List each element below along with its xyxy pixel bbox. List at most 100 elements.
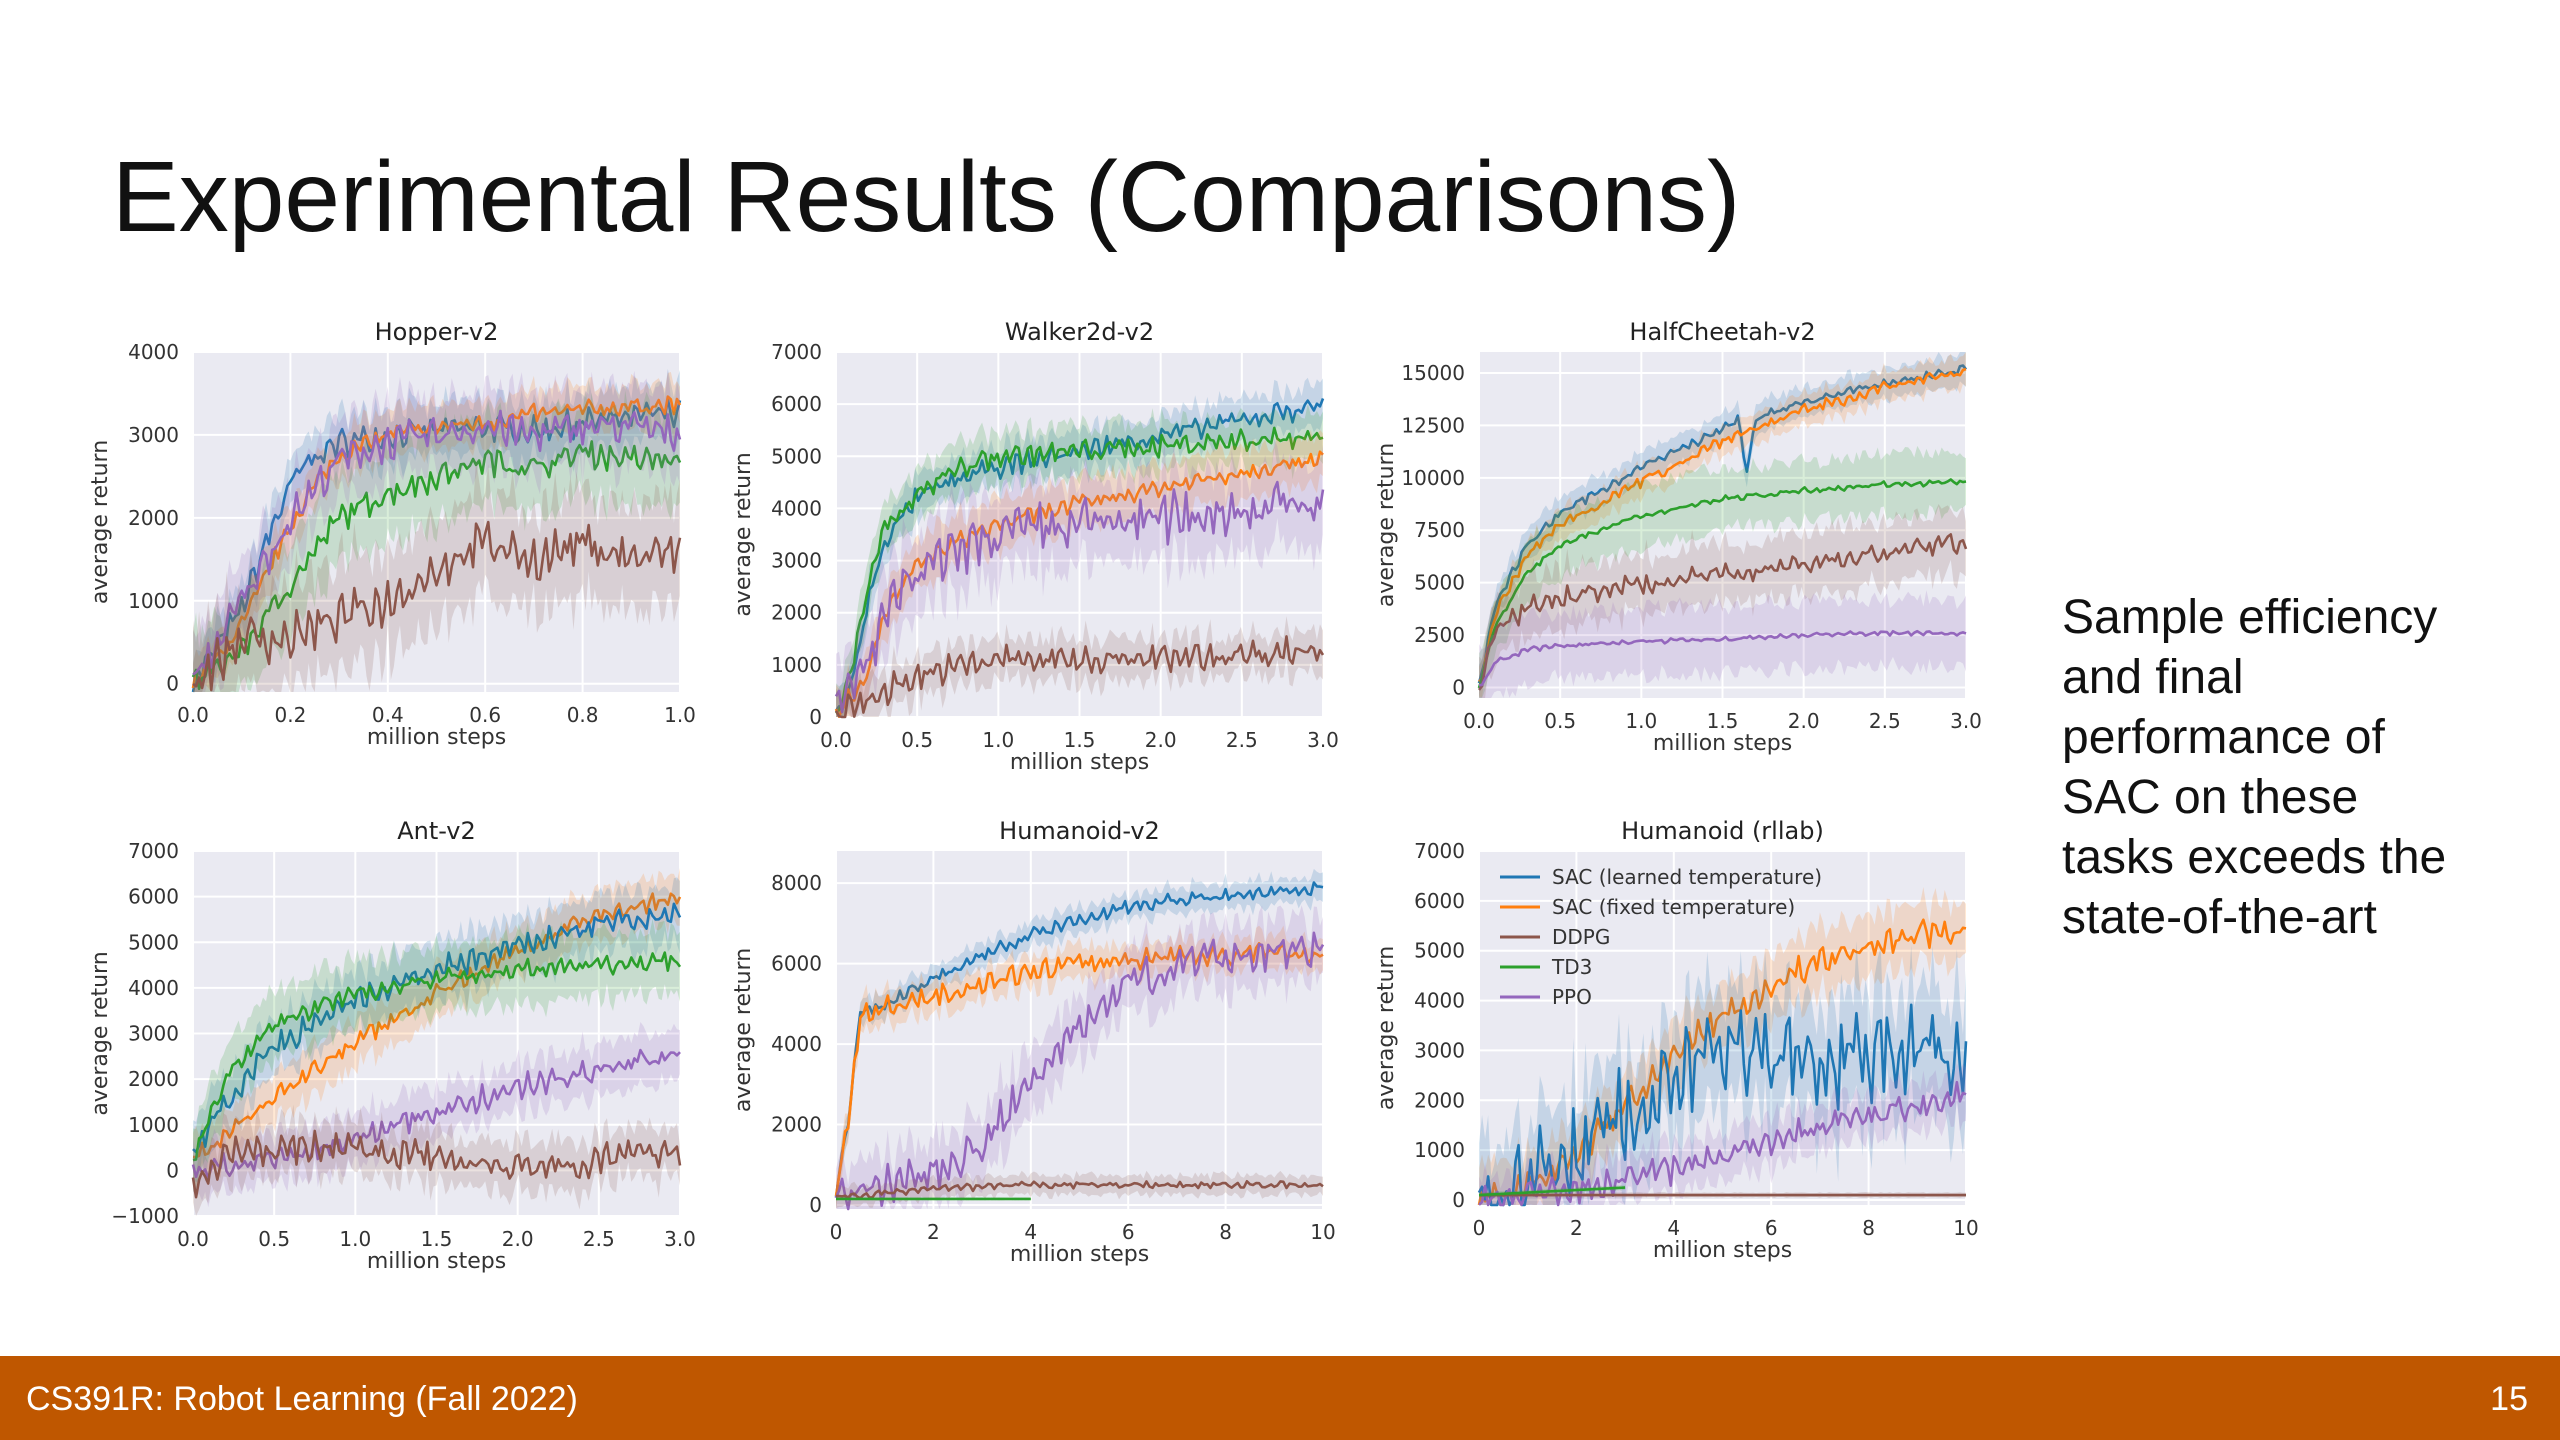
x-tick-label: 0.2 [274, 703, 306, 727]
x-tick-label: 2 [927, 1220, 940, 1244]
y-tick-label: 4000 [1414, 989, 1465, 1013]
x-tick-label: 0.0 [1463, 709, 1495, 733]
y-tick-label: 2000 [128, 506, 179, 530]
x-tick-label: 0 [1473, 1216, 1486, 1240]
footer-bar: CS391R: Robot Learning (Fall 2022) 15 [0, 1356, 2560, 1440]
series-line-ddpg [834, 635, 1325, 719]
band-sac-learned [836, 868, 1323, 1209]
band-ppo [1479, 590, 1966, 698]
x-axis-label: million steps [367, 1249, 506, 1274]
legend-label-sac-fixed: SAC (fixed temperature) [1552, 895, 1795, 919]
y-tick-label: 6000 [1414, 889, 1465, 913]
y-axis-label: average return [731, 948, 756, 1112]
charts-grid: Hopper-v20.0 0.2 0.4 0.6 0.8 1.00100020003000… [88, 318, 1982, 1274]
legend-label-ddpg: DDPG [1552, 925, 1610, 949]
y-tick-label: 2500 [1414, 623, 1465, 647]
x-tick-label: 8 [1219, 1220, 1232, 1244]
chart-title: Ant-v2 [397, 817, 476, 845]
y-tick-label: 3000 [128, 423, 179, 447]
series-line-sac-fixed [1478, 367, 1967, 683]
x-tick-label: 8 [1862, 1216, 1875, 1240]
y-axis-label: average return [1374, 946, 1399, 1110]
y-tick-label: 1000 [1414, 1138, 1465, 1162]
footer-course-name: CS391R: Robot Learning (Fall 2022) [26, 1380, 578, 1418]
y-tick-label: 1000 [771, 653, 822, 677]
series-line-td3 [191, 440, 682, 691]
x-tick-label: 10 [1310, 1220, 1335, 1244]
x-tick-label: 1.0 [664, 703, 696, 727]
band-sac-learned [193, 877, 680, 1183]
band-td3 [193, 918, 680, 1192]
band-sac-fixed [193, 868, 680, 1189]
series-line-sac-learned [834, 881, 1324, 1198]
band-ppo [193, 369, 680, 692]
y-tick-label: 0 [1452, 676, 1465, 700]
y-tick-label: 7000 [128, 839, 179, 863]
chart-halfcheetah-v2: HalfCheetah-v2 0.0 0.5 1.0 1.5 2.0 2.5 3.0 0 2500… [1374, 318, 1982, 756]
y-tick-label: 3000 [771, 549, 822, 573]
band-ddpg [1479, 504, 1966, 698]
chart-title: Walker2d-v2 [1005, 318, 1154, 346]
y-tick-label: 7000 [1414, 839, 1465, 863]
chart-title: Hopper-v2 [375, 318, 499, 346]
y-tick-label: −1000 [111, 1204, 179, 1228]
band-ppo [836, 438, 1323, 717]
series-line-td3 [1477, 478, 1967, 689]
x-tick-label: 6 [1765, 1216, 1778, 1240]
y-tick-label: 5000 [771, 444, 822, 468]
x-tick-label: 1.0 [339, 1227, 371, 1251]
y-tick-label: 4000 [771, 1032, 822, 1056]
y-tick-label: 5000 [1414, 939, 1465, 963]
band-ppo [836, 905, 1323, 1209]
x-axis-label: million steps [1653, 1238, 1792, 1263]
y-axis-label: average return [88, 951, 113, 1115]
x-axis-label: million steps [367, 725, 506, 750]
y-tick-label: 3000 [128, 1022, 179, 1046]
series-line-sac-fixed [192, 892, 682, 1159]
series-line-ddpg [835, 1179, 1324, 1200]
x-tick-label: 2.5 [1869, 709, 1901, 733]
series-line-ppo [192, 409, 682, 676]
band-sac-fixed [836, 429, 1323, 717]
y-tick-label: 7000 [771, 340, 822, 364]
x-axis-label: million steps [1010, 1242, 1149, 1267]
y-tick-label: 6000 [128, 885, 179, 909]
y-tick-label: 5000 [1414, 571, 1465, 595]
legend: SAC (learned temperature) SAC (fixed temp… [1500, 865, 1822, 1009]
x-tick-label: 1.5 [1064, 728, 1096, 752]
y-tick-label: 4000 [771, 496, 822, 520]
y-tick-label: 2000 [1414, 1088, 1465, 1112]
chart-title: HalfCheetah-v2 [1629, 318, 1815, 346]
x-tick-label: 1.0 [982, 728, 1014, 752]
x-tick-label: 2.0 [502, 1227, 534, 1251]
band-sac-learned [836, 377, 1323, 717]
x-tick-label: 3.0 [664, 1227, 696, 1251]
band-sac-learned [1479, 352, 1966, 698]
band-sac-fixed [836, 925, 1323, 1209]
series-line-td3 [1478, 1186, 1626, 1197]
x-tick-label: 0.0 [177, 703, 209, 727]
band-sac-learned [193, 368, 680, 692]
legend-label-td3: TD3 [1551, 955, 1592, 979]
series-line-ddpg [192, 520, 682, 692]
x-tick-label: 2.5 [1226, 728, 1258, 752]
x-tick-label: 0.0 [177, 1227, 209, 1251]
chart-ant-v2: Ant-v2 0.0 0.5 1.0 1.5 2.0 2.5 3.0 −1000 0 1000 200… [88, 817, 696, 1274]
y-tick-label: 1000 [128, 1113, 179, 1137]
series-line-sac-fixed [834, 450, 1324, 718]
band-sac-fixed [1479, 352, 1966, 697]
band-td3 [1479, 445, 1966, 698]
y-tick-label: 8000 [771, 871, 822, 895]
series-line-ddpg [191, 1129, 682, 1199]
x-tick-label: 4 [1024, 1220, 1037, 1244]
series-line-ppo [1478, 629, 1967, 687]
x-axis-label: million steps [1653, 731, 1792, 756]
band-td3 [193, 390, 680, 692]
x-tick-label: 0.5 [1544, 709, 1576, 733]
legend-label-ppo: PPO [1552, 985, 1592, 1009]
y-axis-label: average return [1374, 443, 1399, 607]
x-axis-label: million steps [1010, 750, 1149, 775]
y-tick-label: 0 [1452, 1188, 1465, 1212]
y-tick-label: 1000 [128, 589, 179, 613]
chart-humanoid-v2: Humanoid-v2 0 2 4 6 8 10 0 2000 4000 6000 8000 milli… [731, 817, 1336, 1267]
